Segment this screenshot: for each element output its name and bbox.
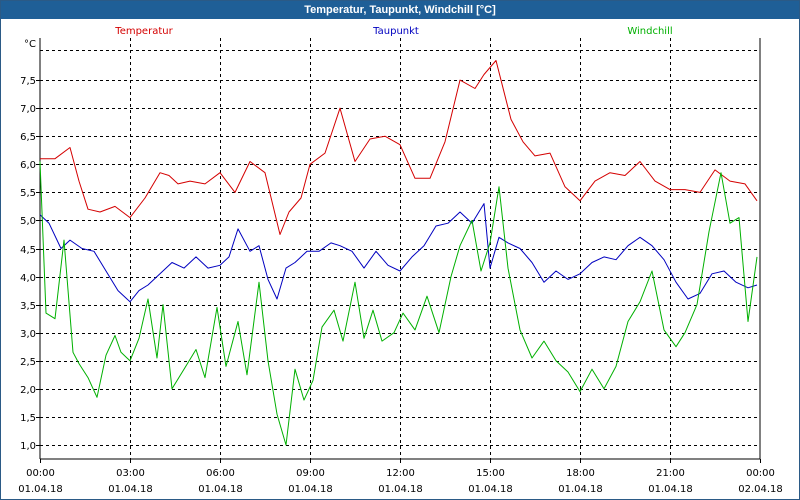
y-tick-label: 1,5 — [20, 413, 36, 424]
x-tick-time-label: 09:00 — [296, 468, 325, 479]
y-tick-label: 2,0 — [20, 385, 36, 396]
x-tick-date-label: 01.04.18 — [558, 484, 603, 495]
y-tick-label: 7,5 — [20, 76, 36, 87]
y-tick-label: 5,5 — [20, 188, 36, 199]
legend-entry-windchill: Windchill — [627, 26, 672, 37]
y-tick-label: 6,5 — [20, 132, 36, 143]
series-line-windchill — [39, 161, 758, 446]
y-tick-label: 3,5 — [20, 301, 36, 312]
x-tick-date-label: 02.04.18 — [738, 484, 783, 495]
y-tick-label: 4,0 — [20, 273, 36, 284]
x-tick-date-label: 01.04.18 — [648, 484, 693, 495]
legend-entry-taupunkt: Taupunkt — [372, 26, 419, 37]
x-tick-date-label: 01.04.18 — [468, 484, 513, 495]
grid-layer — [40, 38, 760, 459]
series-line-temperatur — [40, 60, 758, 235]
x-tick-time-label: 18:00 — [566, 468, 595, 479]
x-tick-time-label: 06:00 — [206, 468, 235, 479]
window-title: Temperatur, Taupunkt, Windchill [°C] — [1, 1, 799, 19]
series-line-taupunkt — [39, 203, 758, 303]
y-tick-label: 7,0 — [20, 104, 36, 115]
x-tick-time-label: 03:00 — [116, 468, 145, 479]
x-tick-date-label: 01.04.18 — [378, 484, 423, 495]
x-tick-date-label: 01.04.18 — [198, 484, 243, 495]
series-layer — [39, 60, 758, 446]
x-tick-time-label: 21:00 — [656, 468, 685, 479]
y-tick-label: 3,0 — [20, 329, 36, 340]
y-tick-label: 1,0 — [20, 441, 36, 452]
x-tick-date-label: 01.04.18 — [108, 484, 153, 495]
x-tick-date-label: 01.04.18 — [288, 484, 333, 495]
y-tick-label: 6,0 — [20, 160, 36, 171]
axis-layer: °C 1,0 1,5 2,0 2,5 3,0 3,5 4,0 4,5 5,0 5,5 6,0 6,5 7… — [18, 38, 783, 495]
y-tick-label: 2,5 — [20, 357, 36, 368]
legend-entry-temperatur: Temperatur — [114, 26, 173, 37]
legend-layer: Temperatur Taupunkt Windchill — [114, 26, 672, 37]
x-tick-time-label: 00:00 — [746, 468, 775, 479]
y-tick-label: 4,5 — [20, 245, 36, 256]
x-tick-time-label: 00:00 — [26, 468, 55, 479]
x-tick-time-label: 12:00 — [386, 468, 415, 479]
y-tick-label: 5,0 — [20, 216, 36, 227]
y-axis-unit-label: °C — [24, 39, 36, 50]
x-tick-time-label: 15:00 — [476, 468, 505, 479]
x-tick-date-label: 01.04.18 — [18, 484, 63, 495]
